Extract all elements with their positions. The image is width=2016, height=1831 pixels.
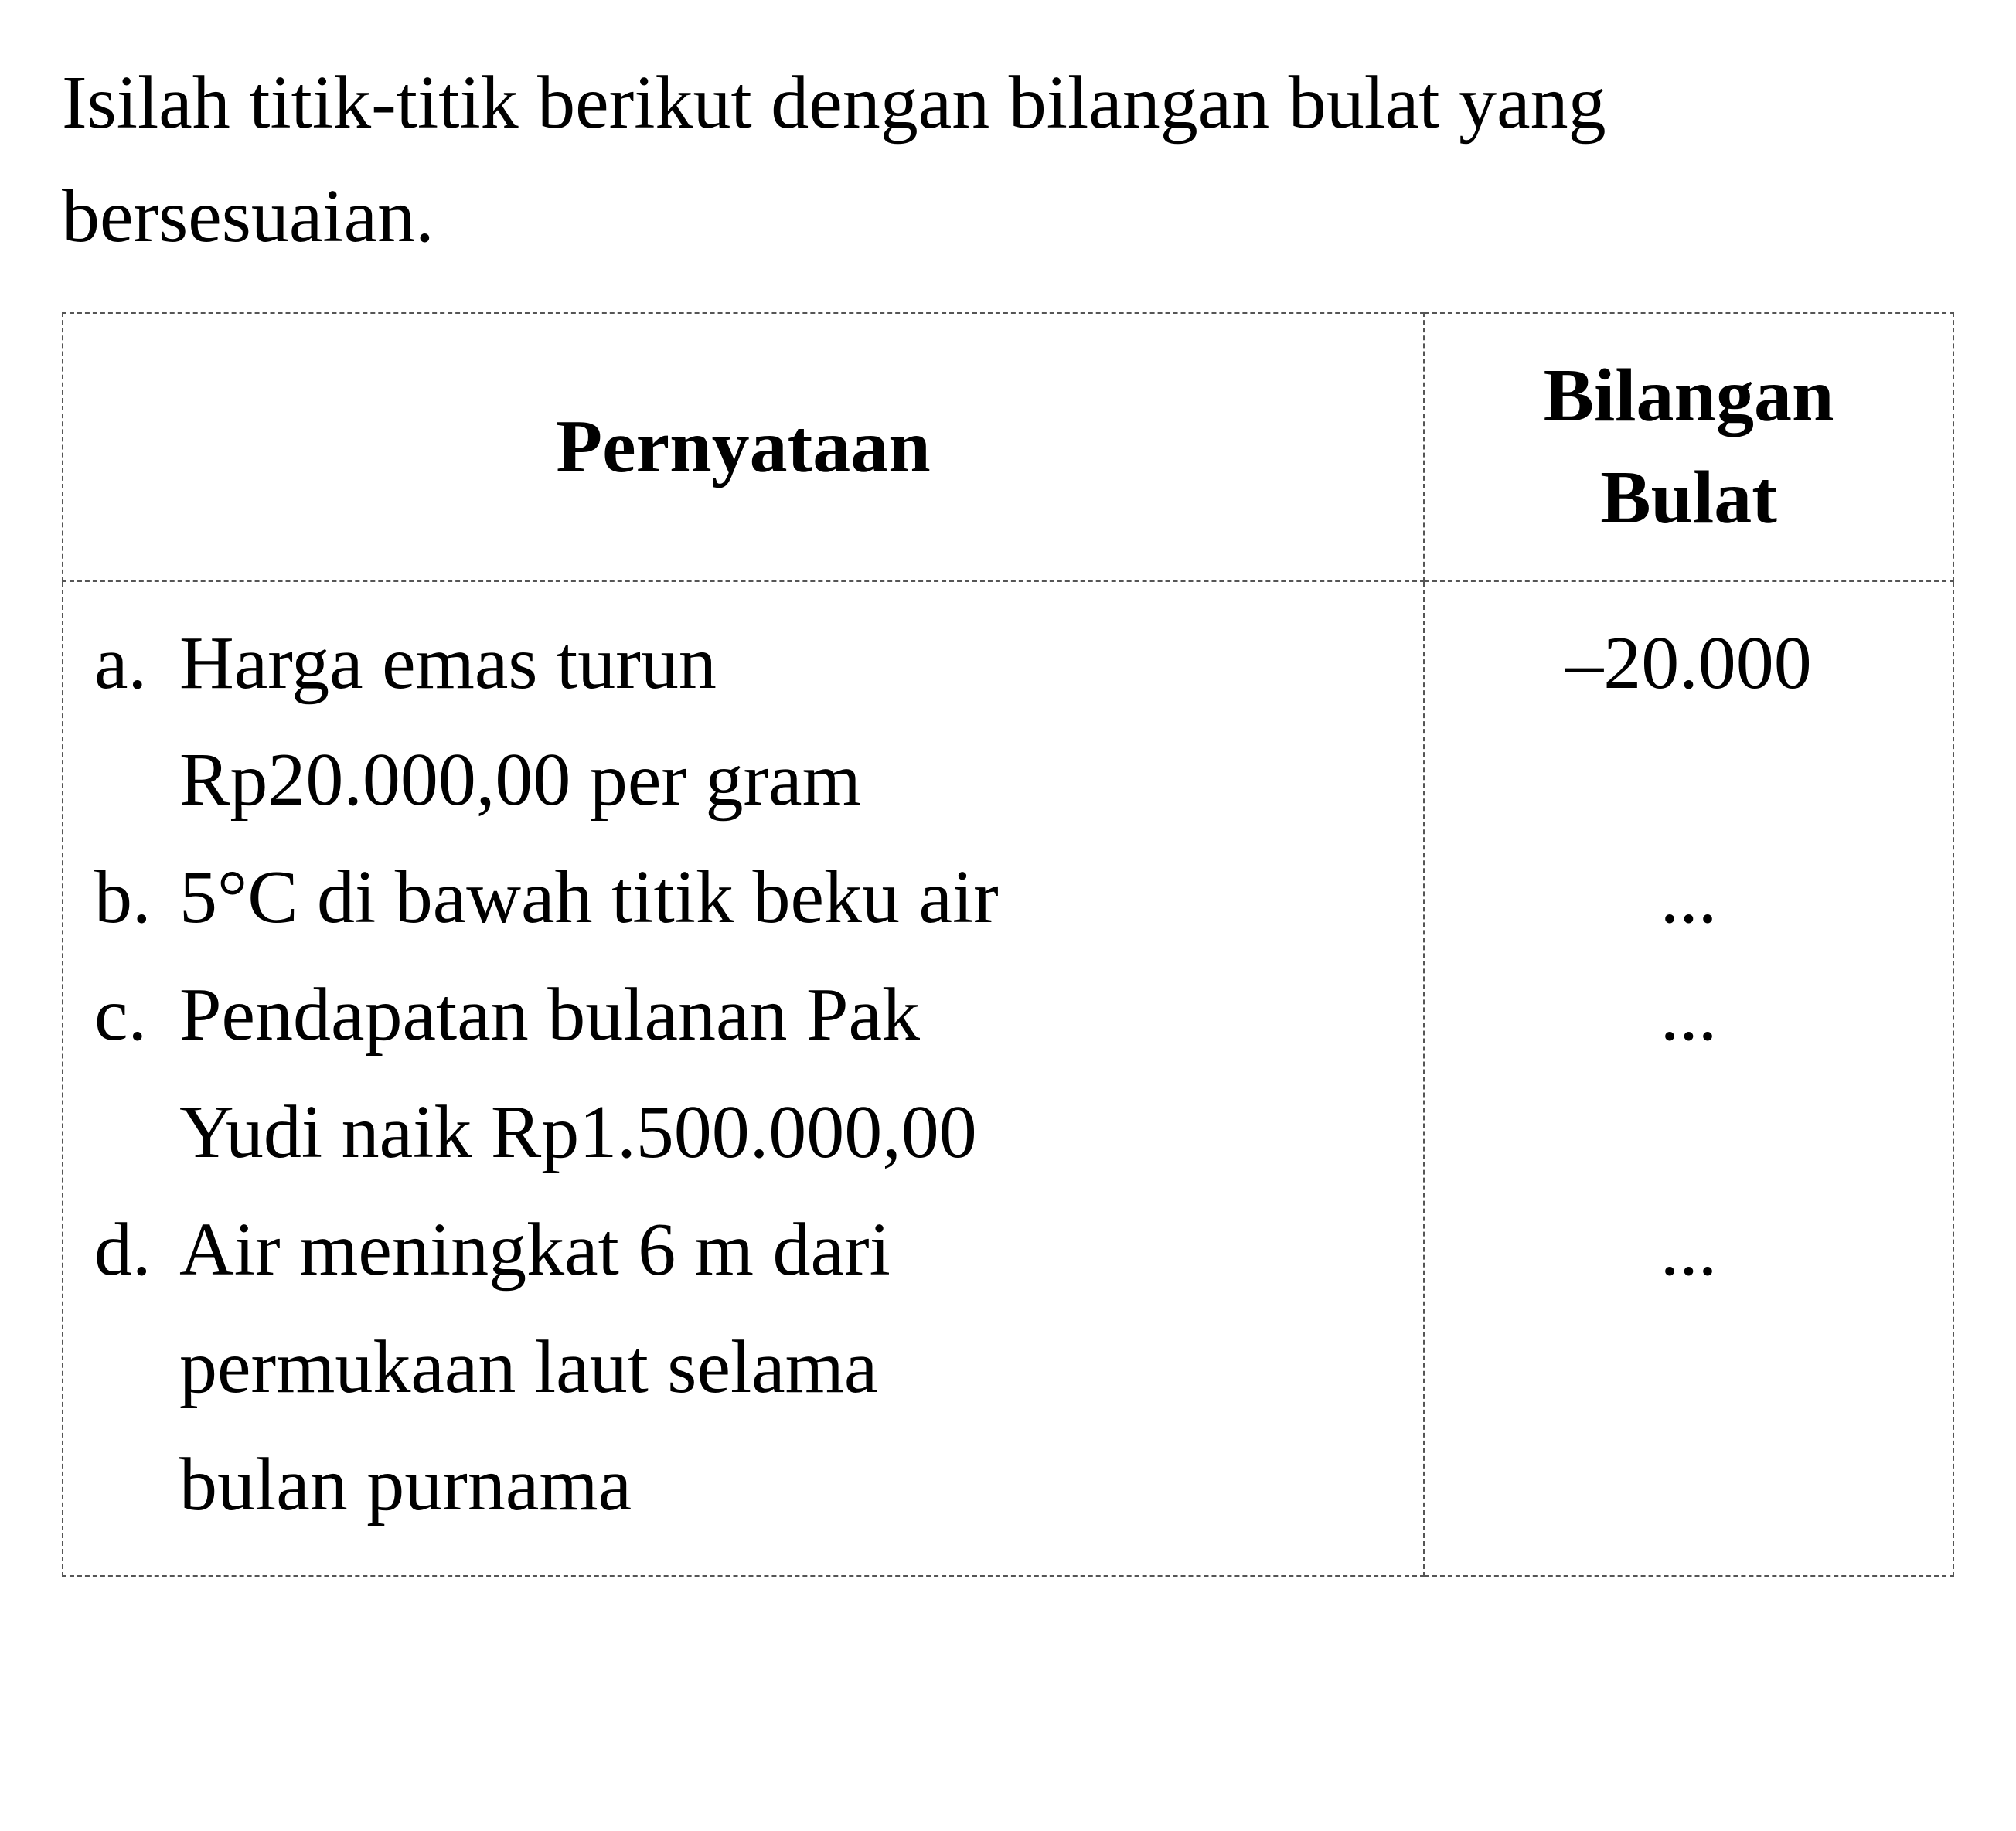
statement-c: c. Pendapatan bulanan Pak [94,957,1392,1074]
instruction-text: Isilah titik-titik berikut dengan bilang… [62,46,1954,274]
statement-text: Air meningkat 6 m dari [179,1192,1392,1309]
value-c: ... [1456,957,1922,1074]
statement-d-cont2: bulan purnama [94,1427,1392,1544]
statement-letter: c. [94,957,179,1074]
statement-letter: a. [94,605,179,723]
statement-a: a. Harga emas turun [94,605,1392,723]
statement-text: Pendapatan bulanan Pak [179,957,1392,1074]
statement-d: d. Air meningkat 6 m dari [94,1192,1392,1309]
statement-text: Yudi naik Rp1.500.000,00 [179,1074,1392,1192]
statement-c-cont: Yudi naik Rp1.500.000,00 [94,1074,1392,1192]
header-pernyataan: Pernyataan [63,313,1424,581]
statement-text: 5°C di bawah titik beku air [179,839,1392,957]
statement-text: permukaan laut selama [179,1309,1392,1427]
statement-letter: b. [94,839,179,957]
header-bilangan: Bilangan Bulat [1424,313,1953,581]
table-header-row: Pernyataan Bilangan Bulat [63,313,1953,581]
statement-b: b. 5°C di bawah titik beku air [94,839,1392,957]
statement-text: Rp20.000,00 per gram [179,722,1392,839]
value-a: –20.000 [1456,605,1922,723]
statement-d-cont: permukaan laut selama [94,1309,1392,1427]
table-body-row: a. Harga emas turun Rp20.000,00 per gram… [63,581,1953,1576]
statement-table: Pernyataan Bilangan Bulat a. Harga emas … [62,312,1954,1577]
value-d: ... [1456,1192,1922,1309]
statements-cell: a. Harga emas turun Rp20.000,00 per gram… [63,581,1424,1576]
statement-letter: d. [94,1192,179,1309]
value-b: ... [1456,839,1922,957]
values-cell: –20.000 . ... ... . ... . . [1424,581,1953,1576]
statement-a-cont: Rp20.000,00 per gram [94,722,1392,839]
statement-text: Harga emas turun [179,605,1392,723]
statement-text: bulan purnama [179,1427,1392,1544]
